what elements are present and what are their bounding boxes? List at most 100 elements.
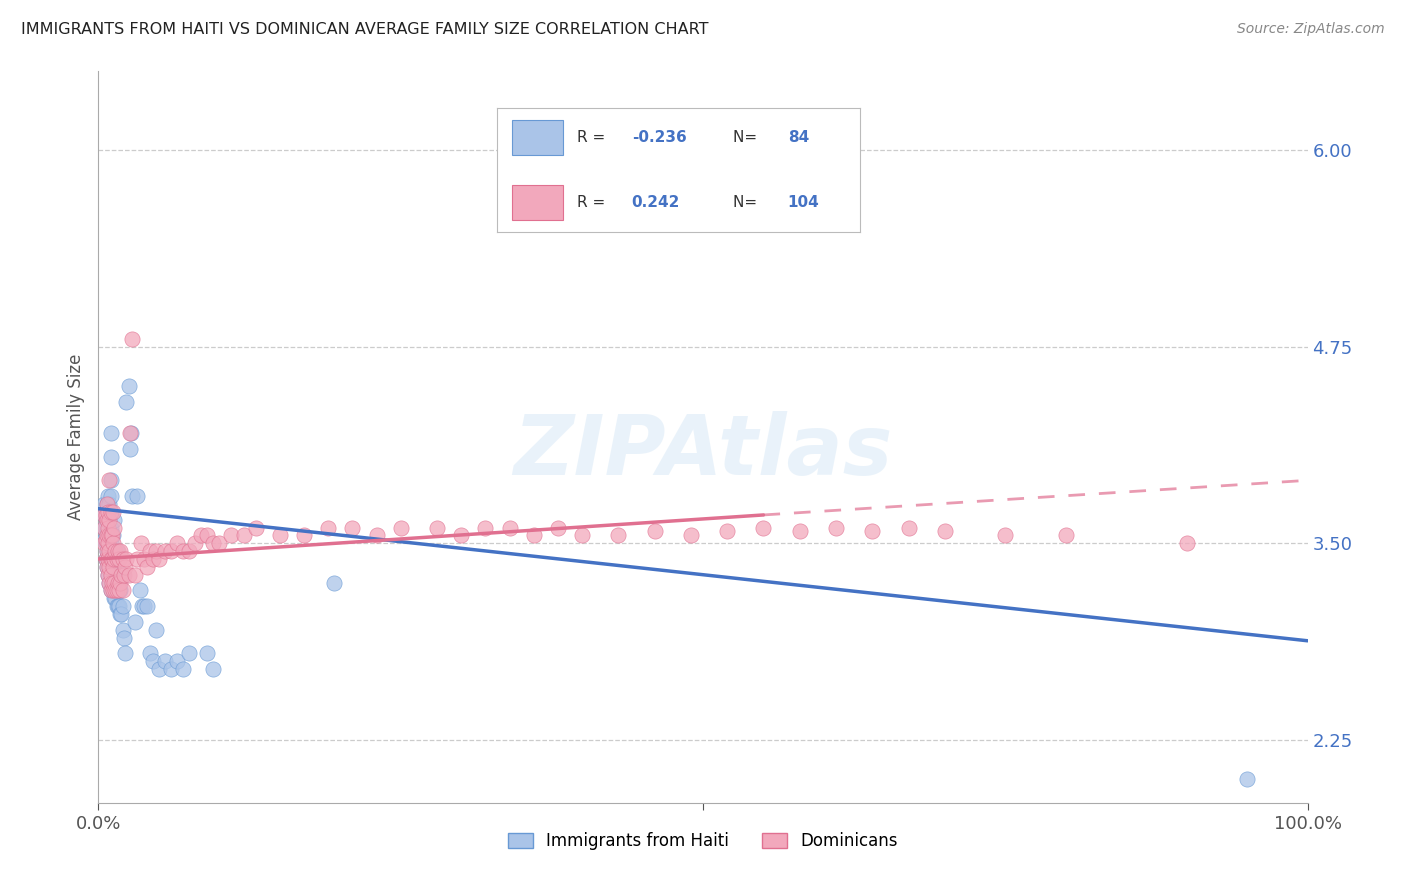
Point (142, 654, 165, 668)
Point (105, 544, 128, 558)
Point (131, 599, 153, 614)
Point (752, 520, 775, 534)
Point (111, 623, 134, 637)
Point (202, 662, 225, 676)
Point (98, 497, 121, 511)
Point (450, 528, 472, 542)
Point (93, 536, 115, 550)
Point (98, 528, 121, 542)
Point (98, 513, 121, 527)
Point (166, 654, 188, 668)
Point (202, 536, 225, 550)
Point (679, 528, 702, 542)
Point (107, 575, 129, 590)
Point (112, 567, 135, 582)
Point (107, 544, 129, 558)
Point (94, 552, 117, 566)
Point (93, 508, 115, 522)
Point (97, 536, 120, 550)
Point (135, 599, 157, 614)
Point (93, 520, 115, 534)
Point (97, 524, 120, 538)
Point (103, 544, 125, 558)
Point (221, 528, 243, 542)
Point (103, 513, 125, 527)
Point (101, 583, 124, 598)
Point (366, 528, 388, 542)
Point (100, 583, 122, 598)
Point (547, 520, 569, 534)
Text: ZIPAtlas: ZIPAtlas (513, 411, 893, 492)
Point (97, 540, 120, 554)
Point (94, 536, 117, 550)
Point (139, 544, 162, 558)
Point (101, 505, 124, 519)
Point (97, 567, 120, 582)
Point (323, 575, 346, 590)
Point (129, 536, 152, 550)
Point (101, 559, 124, 574)
Point (118, 442, 141, 456)
Point (120, 426, 142, 441)
Point (716, 524, 738, 538)
Point (100, 575, 122, 590)
Point (97, 505, 120, 519)
Point (105, 583, 128, 598)
Point (108, 575, 131, 590)
Point (269, 528, 291, 542)
Point (100, 473, 122, 487)
Point (160, 544, 183, 558)
Point (389, 520, 412, 534)
Point (108, 583, 131, 598)
Point (105, 575, 128, 590)
Point (145, 623, 167, 637)
Point (100, 552, 122, 566)
Point (98, 544, 121, 558)
Point (98, 559, 121, 574)
Point (93, 533, 115, 548)
Point (96, 528, 118, 542)
Point (121, 332, 143, 346)
Y-axis label: Average Family Size: Average Family Size (66, 354, 84, 520)
Point (94, 533, 117, 548)
Point (644, 524, 666, 538)
Point (342, 520, 364, 534)
Point (316, 520, 339, 534)
Point (96, 497, 118, 511)
Point (124, 567, 146, 582)
Point (127, 489, 149, 503)
Point (105, 552, 128, 566)
Point (100, 426, 122, 441)
Point (108, 583, 131, 598)
Point (98, 544, 121, 558)
Point (1054, 528, 1077, 542)
Point (124, 615, 146, 629)
Point (97, 552, 120, 566)
Point (100, 552, 122, 566)
Point (98, 575, 121, 590)
Point (104, 567, 127, 582)
Point (111, 599, 134, 614)
Point (100, 450, 122, 464)
Point (108, 552, 131, 566)
Point (474, 520, 496, 534)
Point (426, 520, 449, 534)
Point (100, 528, 122, 542)
Point (179, 646, 201, 660)
Point (111, 583, 134, 598)
Point (195, 528, 218, 542)
Point (107, 567, 129, 582)
Point (179, 544, 201, 558)
Point (100, 505, 122, 519)
Point (127, 552, 149, 566)
Point (103, 575, 125, 590)
Point (166, 536, 188, 550)
Text: Source: ZipAtlas.com: Source: ZipAtlas.com (1237, 22, 1385, 37)
Point (96, 528, 118, 542)
Point (115, 552, 138, 566)
Point (101, 567, 124, 582)
Point (195, 646, 218, 660)
Point (232, 528, 254, 542)
Point (145, 544, 167, 558)
Point (111, 552, 134, 566)
